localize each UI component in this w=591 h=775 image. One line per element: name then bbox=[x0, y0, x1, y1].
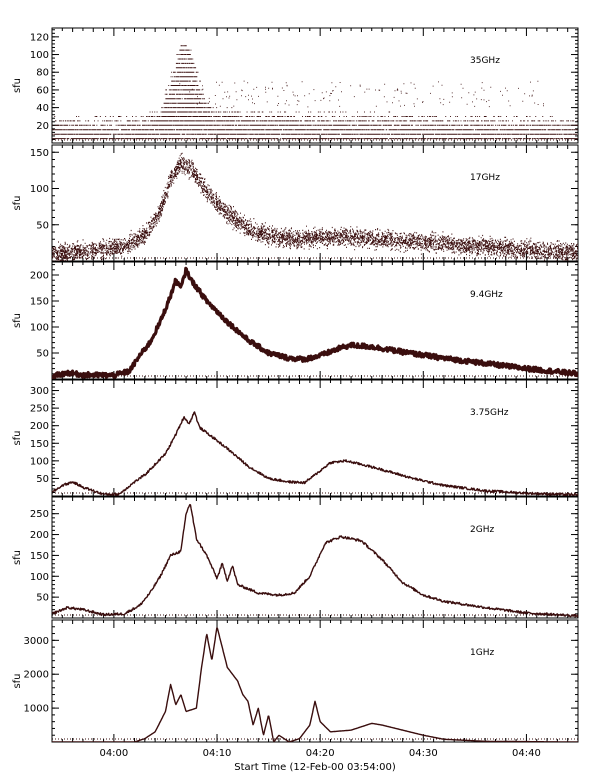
y-tick-label: 2000 bbox=[24, 670, 49, 681]
x-tick-label: 04:20 bbox=[306, 748, 335, 759]
y-tick-label: 50 bbox=[36, 220, 49, 231]
y-axis-label: sfu bbox=[12, 78, 23, 93]
frequency-label: 1GHz bbox=[470, 648, 494, 658]
x-tick-label: 04:00 bbox=[99, 748, 128, 759]
y-tick-label: 250 bbox=[30, 404, 49, 415]
trace-p1 bbox=[52, 627, 578, 742]
y-tick-label: 20 bbox=[36, 121, 49, 132]
y-tick-label: 150 bbox=[30, 551, 49, 562]
y-tick-label: 50 bbox=[36, 474, 49, 485]
y-axis-label: sfu bbox=[12, 550, 23, 565]
y-tick-label: 100 bbox=[30, 50, 49, 61]
scatter-points bbox=[52, 152, 578, 261]
y-tick-label: 60 bbox=[36, 85, 49, 96]
y-tick-label: 200 bbox=[30, 530, 49, 541]
y-tick-label: 50 bbox=[36, 593, 49, 604]
panel-p9: 50 100 150 200 sfu 9.4GHz bbox=[12, 261, 579, 380]
line-trace bbox=[52, 627, 578, 742]
panel-p375: 50 100 150 200 250 300 sfu 3.75GHz bbox=[12, 379, 579, 497]
panels-group: 20406080100120sfu35GHz50100150sfu17GHz50… bbox=[12, 27, 579, 743]
y-tick-label: 80 bbox=[36, 68, 49, 79]
y-tick-label: 150 bbox=[30, 148, 49, 159]
y-axis-label: sfu bbox=[12, 430, 23, 445]
panel-frame bbox=[51, 619, 579, 743]
panel-p1: 1000 2000 3000 sfu 1GHz bbox=[12, 619, 579, 743]
x-tick-label: 04:10 bbox=[203, 748, 232, 759]
y-tick-label: 250 bbox=[30, 509, 49, 520]
y-tick-label: 3000 bbox=[24, 636, 49, 647]
y-tick-label: 150 bbox=[30, 297, 49, 308]
y-tick-label: 100 bbox=[30, 572, 49, 583]
x-tick-label: 04:40 bbox=[512, 748, 541, 759]
y-axis-label: sfu bbox=[12, 673, 23, 688]
y-axis-label: sfu bbox=[12, 313, 23, 328]
y-tick-label: 100 bbox=[30, 323, 49, 334]
panel-frame bbox=[51, 27, 579, 144]
y-tick-label: 150 bbox=[30, 439, 49, 450]
x-axis-label: Start Time (12-Feb-00 03:54:00) bbox=[234, 762, 396, 773]
line-trace bbox=[52, 503, 578, 618]
sparse-points bbox=[179, 80, 544, 108]
y-tick-label: 50 bbox=[36, 349, 49, 360]
y-tick-label: 300 bbox=[30, 386, 49, 397]
frequency-label: 9.4GHz bbox=[470, 290, 503, 300]
frequency-label: 17GHz bbox=[470, 173, 500, 183]
frequency-label: 35GHz bbox=[470, 56, 500, 66]
panel-p2: 50 100 150 200 250 sfu 2GHz bbox=[12, 496, 579, 619]
frequency-label: 2GHz bbox=[470, 525, 494, 535]
trace-p2 bbox=[52, 503, 578, 618]
y-tick-label: 100 bbox=[30, 184, 49, 195]
trace-p17 bbox=[52, 152, 578, 261]
panel-p17: 50 100 150 sfu 17GHz bbox=[12, 144, 579, 262]
y-tick-label: 120 bbox=[30, 32, 49, 43]
frequency-label: 3.75GHz bbox=[470, 408, 509, 418]
line-trace bbox=[52, 266, 578, 379]
panel-frame bbox=[51, 379, 579, 497]
trace-p375 bbox=[52, 411, 578, 496]
line-trace bbox=[52, 411, 578, 496]
trace-p9 bbox=[52, 266, 578, 379]
trace-p35 bbox=[52, 45, 578, 140]
time-axis: 04:00 04:10 04:20 04:30 04:40 bbox=[99, 748, 540, 759]
y-tick-label: 200 bbox=[30, 271, 49, 282]
x-tick-label: 04:30 bbox=[409, 748, 438, 759]
panel-frame bbox=[51, 496, 579, 619]
y-tick-label: 1000 bbox=[24, 704, 49, 715]
y-tick-label: 100 bbox=[30, 456, 49, 467]
y-axis-label: sfu bbox=[12, 195, 23, 210]
panel-p35: 20 40 60 80 100 120 sfu 35GHz bbox=[12, 27, 579, 144]
y-tick-label: 200 bbox=[30, 421, 49, 432]
panel-frame bbox=[51, 261, 579, 380]
y-tick-label: 40 bbox=[36, 103, 49, 114]
